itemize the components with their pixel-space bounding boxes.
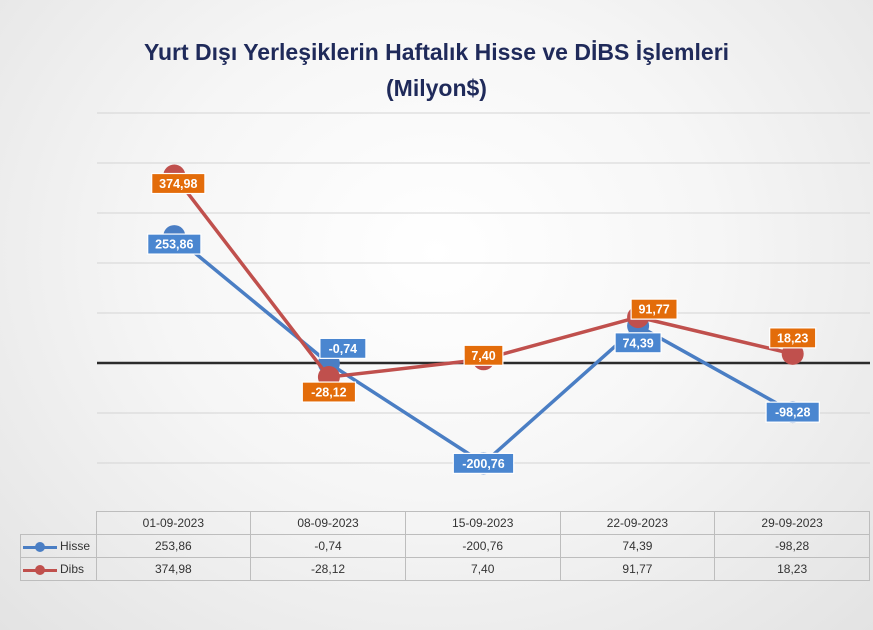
gridlines <box>97 112 870 464</box>
table-corner <box>20 511 97 535</box>
table-header-row: 01-09-2023 08-09-2023 15-09-2023 22-09-2… <box>20 511 870 535</box>
table-row-dibs: Dibs 374,98 -28,12 7,40 91,77 18,23 <box>20 557 870 581</box>
legend-key-hisse-icon <box>23 541 57 552</box>
table-cell: -0,74 <box>250 534 406 558</box>
table-cell: 18,23 <box>714 557 870 581</box>
data-label-box <box>769 327 817 349</box>
legend-entry-dibs: Dibs <box>20 557 97 581</box>
data-label: -0,74 <box>329 342 358 356</box>
data-table: 01-09-2023 08-09-2023 15-09-2023 22-09-2… <box>20 511 870 581</box>
data-label: 18,23 <box>777 331 808 345</box>
table-cell: -28,12 <box>250 557 406 581</box>
data-label-box <box>151 172 206 195</box>
chart-subtitle: (Milyon$) <box>386 75 487 101</box>
table-cell: 91,77 <box>559 557 716 581</box>
legend-label: Dibs <box>60 562 85 576</box>
data-label-box <box>452 452 515 474</box>
table-cell: -98,28 <box>714 534 870 558</box>
table-row-hisse: Hisse 253,86 -0,74 -200,76 74,39 -98,28 <box>20 534 870 558</box>
table-header-cell: 08-09-2023 <box>250 511 406 535</box>
data-label: 374,98 <box>159 177 197 191</box>
data-label-box <box>630 298 678 320</box>
legend-entry-hisse: Hisse <box>20 534 97 558</box>
table-header-cell: 01-09-2023 <box>95 511 252 535</box>
data-labels: 253,86 -0,74 -200,76 74,39 -98,28 374,98 -28,1… <box>147 172 820 474</box>
data-label-box <box>614 332 662 354</box>
legend-label: Hisse <box>60 539 91 553</box>
data-label: 91,77 <box>638 303 669 317</box>
table-cell: 7,40 <box>404 557 561 581</box>
legend-key-dibs-icon <box>23 564 57 575</box>
data-label-box <box>765 401 820 423</box>
data-label-box <box>319 337 367 359</box>
data-label: 253,86 <box>155 238 193 252</box>
data-label: 74,39 <box>622 336 653 350</box>
data-label-box <box>301 381 357 403</box>
table-header-cell: 22-09-2023 <box>559 511 716 535</box>
chart-title: Yurt Dışı Yerleşiklerin Haftalık Hisse v… <box>0 34 873 106</box>
data-label: 7,40 <box>471 349 495 363</box>
data-label-box <box>463 344 504 366</box>
data-label: -98,28 <box>775 406 810 420</box>
line-chart-plot: 253,86 -0,74 -200,76 74,39 -98,28 374,98 -28,1… <box>97 112 870 475</box>
table-cell: -200,76 <box>404 534 561 558</box>
data-label-box <box>147 233 202 255</box>
table-header-cell: 15-09-2023 <box>404 511 561 535</box>
table-cell: 74,39 <box>559 534 716 558</box>
data-label: -200,76 <box>462 457 504 471</box>
data-label: -28,12 <box>311 386 346 400</box>
series-layer <box>163 164 804 475</box>
table-header-cell: 29-09-2023 <box>714 511 870 535</box>
table-cell: 253,86 <box>95 534 252 558</box>
chart-title-line1: Yurt Dışı Yerleşiklerin Haftalık Hisse v… <box>143 39 730 65</box>
table-cell: 374,98 <box>95 557 252 581</box>
